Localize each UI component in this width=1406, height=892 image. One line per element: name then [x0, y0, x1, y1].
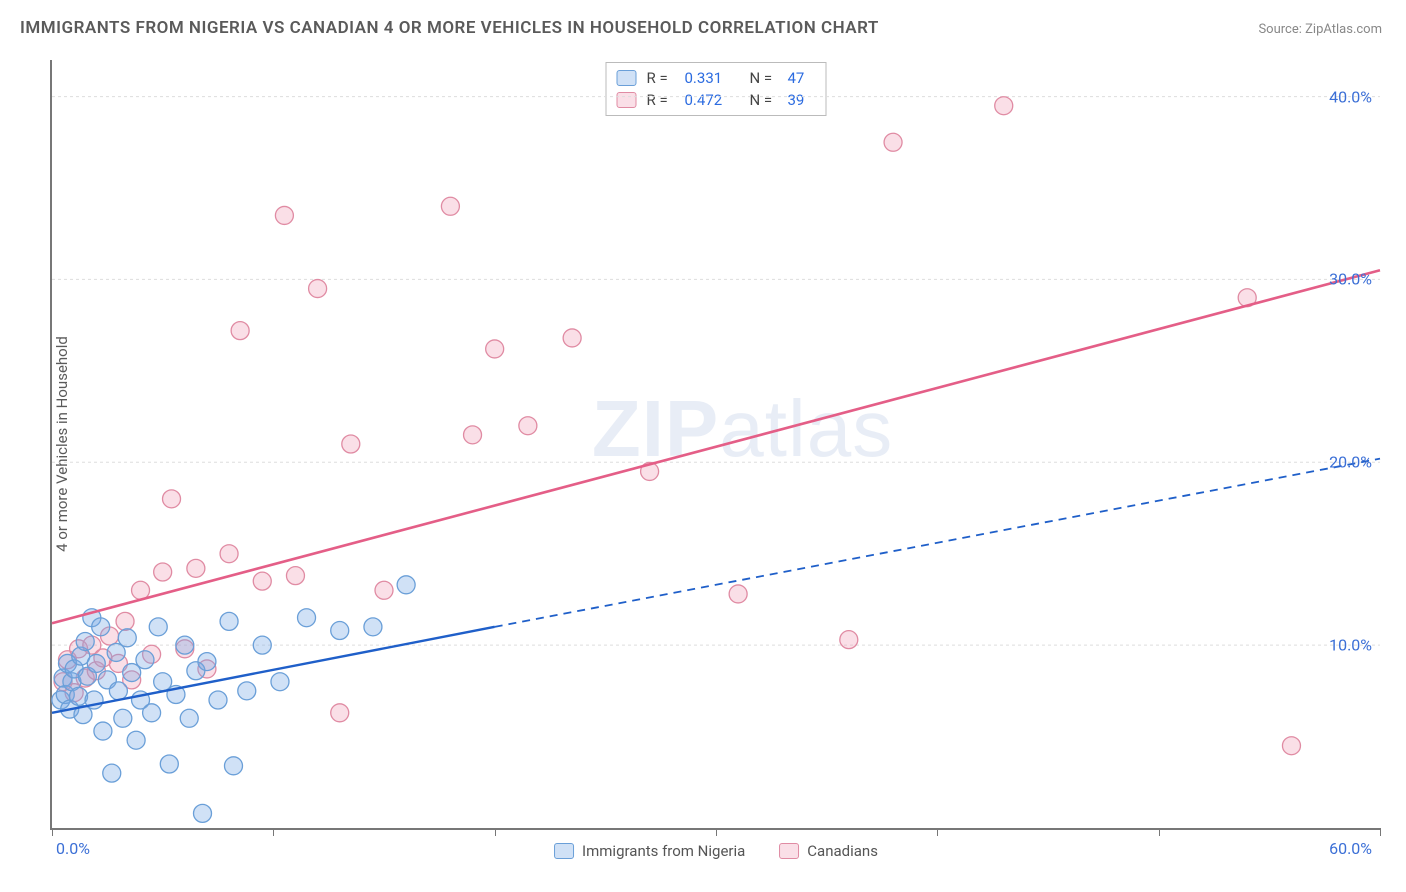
data-point-canadians — [1282, 737, 1300, 755]
data-point-nigeria — [220, 612, 238, 630]
legend-item-nigeria: Immigrants from Nigeria — [554, 842, 745, 860]
chart-title: IMMIGRANTS FROM NIGERIA VS CANADIAN 4 OR… — [20, 18, 879, 38]
data-point-canadians — [154, 563, 172, 581]
legend-label-nigeria: Immigrants from Nigeria — [582, 842, 745, 860]
x-tick — [1159, 828, 1160, 836]
data-point-nigeria — [271, 673, 289, 691]
source-label: Source: — [1258, 22, 1301, 37]
data-point-canadians — [486, 340, 504, 358]
data-point-canadians — [253, 572, 271, 590]
data-point-nigeria — [298, 609, 316, 627]
source-attribution: Source: ZipAtlas.com — [1258, 22, 1382, 37]
data-point-nigeria — [87, 654, 105, 672]
y-tick-label: 10.0% — [1329, 636, 1372, 655]
data-point-nigeria — [397, 576, 415, 594]
data-point-nigeria — [109, 682, 127, 700]
data-point-canadians — [441, 197, 459, 215]
swatch-canadians-icon — [779, 843, 799, 859]
data-point-nigeria — [103, 764, 121, 782]
data-point-nigeria — [364, 618, 382, 636]
x-tick — [52, 828, 53, 836]
x-tick — [937, 828, 938, 836]
data-point-canadians — [995, 97, 1013, 115]
data-point-canadians — [884, 133, 902, 151]
correlation-chart: IMMIGRANTS FROM NIGERIA VS CANADIAN 4 OR… — [0, 0, 1406, 892]
data-point-canadians — [519, 417, 537, 435]
data-point-nigeria — [136, 651, 154, 669]
data-point-nigeria — [253, 636, 271, 654]
x-axis-min-label: 0.0% — [56, 839, 90, 858]
series-legend: Immigrants from Nigeria Canadians — [554, 842, 878, 860]
x-tick — [495, 828, 496, 836]
data-point-canadians — [220, 545, 238, 563]
data-point-canadians — [375, 581, 393, 599]
data-point-nigeria — [198, 653, 216, 671]
plot-area: 4 or more Vehicles in Household ZIPatlas… — [50, 60, 1380, 830]
data-point-canadians — [132, 581, 150, 599]
legend-item-canadians: Canadians — [779, 842, 878, 860]
data-point-canadians — [116, 612, 134, 630]
data-point-nigeria — [118, 629, 136, 647]
data-point-nigeria — [209, 691, 227, 709]
data-point-nigeria — [92, 618, 110, 636]
data-point-canadians — [163, 490, 181, 508]
data-point-canadians — [342, 435, 360, 453]
data-point-nigeria — [143, 704, 161, 722]
data-point-nigeria — [149, 618, 167, 636]
data-point-canadians — [309, 280, 327, 298]
data-point-nigeria — [94, 722, 112, 740]
data-point-nigeria — [160, 755, 178, 773]
swatch-nigeria-icon — [554, 843, 574, 859]
data-point-nigeria — [238, 682, 256, 700]
y-tick-label: 40.0% — [1329, 87, 1372, 106]
data-point-canadians — [231, 322, 249, 340]
data-point-canadians — [840, 631, 858, 649]
x-tick — [1380, 828, 1381, 836]
data-point-canadians — [187, 559, 205, 577]
data-point-nigeria — [176, 636, 194, 654]
legend-label-canadians: Canadians — [807, 842, 878, 860]
data-point-canadians — [729, 585, 747, 603]
data-point-nigeria — [127, 731, 145, 749]
regression-line-extrapolated-nigeria — [495, 459, 1380, 627]
data-point-nigeria — [331, 622, 349, 640]
y-tick-label: 30.0% — [1329, 270, 1372, 289]
data-point-nigeria — [76, 632, 94, 650]
data-point-canadians — [286, 567, 304, 585]
x-axis-max-label: 60.0% — [1329, 839, 1372, 858]
regression-line-canadians — [52, 270, 1380, 623]
data-point-canadians — [275, 206, 293, 224]
data-point-nigeria — [180, 709, 198, 727]
data-point-canadians — [563, 329, 581, 347]
data-point-canadians — [464, 426, 482, 444]
x-tick — [716, 828, 717, 836]
source-link[interactable]: ZipAtlas.com — [1305, 22, 1382, 37]
plot-svg — [52, 60, 1380, 828]
x-tick — [273, 828, 274, 836]
data-point-nigeria — [194, 804, 212, 822]
data-point-canadians — [331, 704, 349, 722]
y-tick-label: 20.0% — [1329, 453, 1372, 472]
data-point-nigeria — [114, 709, 132, 727]
data-point-nigeria — [224, 757, 242, 775]
